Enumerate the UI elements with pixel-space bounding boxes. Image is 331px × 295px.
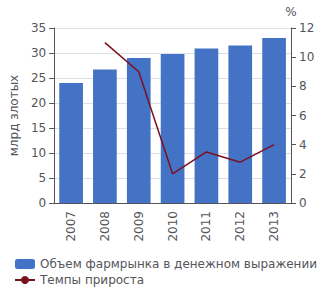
svg-text:Объем фармрынка в денежном выр: Объем фармрынка в денежном выражении [40,257,317,271]
svg-text:10: 10 [31,146,46,160]
svg-text:2: 2 [299,167,307,181]
svg-text:0: 0 [39,196,47,210]
svg-text:30: 30 [31,46,46,60]
svg-text:20: 20 [31,96,46,110]
svg-text:2013: 2013 [267,211,281,242]
svg-text:2009: 2009 [132,211,146,242]
svg-text:2010: 2010 [166,211,180,242]
svg-text:25: 25 [31,71,46,85]
svg-text:5: 5 [39,171,47,185]
svg-text:4: 4 [299,138,307,152]
svg-text:35: 35 [31,21,46,35]
svg-text:%: % [285,5,296,19]
svg-text:10: 10 [299,50,314,64]
svg-text:12: 12 [299,21,314,35]
svg-text:2011: 2011 [199,211,213,242]
svg-text:2008: 2008 [98,211,112,242]
svg-text:0: 0 [299,196,307,210]
svg-text:млрд злотых: млрд злотых [7,75,21,156]
svg-text:2007: 2007 [64,211,78,242]
svg-text:2012: 2012 [233,211,247,242]
svg-text:8: 8 [299,79,307,93]
svg-text:Темпы прироста: Темпы прироста [39,273,144,287]
svg-text:6: 6 [299,109,307,123]
svg-text:15: 15 [31,121,46,135]
